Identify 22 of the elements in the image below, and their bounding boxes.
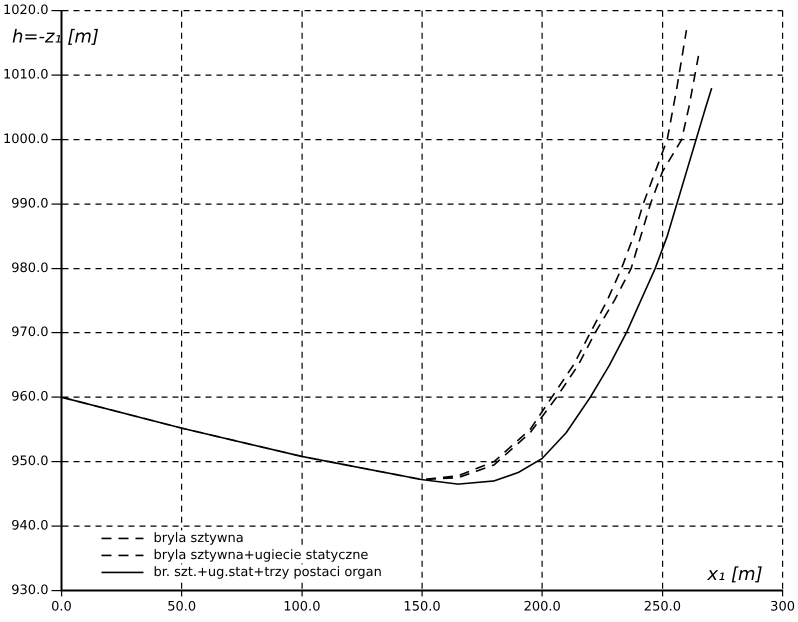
legend-label: bryla sztywna+ugiecie statyczne xyxy=(153,548,368,563)
x-tick-label: 50.0 xyxy=(167,600,196,615)
y-tick-label: 1000.0 xyxy=(2,132,48,147)
y-tick-label: 940.0 xyxy=(11,518,48,534)
y-tick-label: 960.0 xyxy=(11,390,48,405)
x-tick-label: 100.0 xyxy=(283,600,320,615)
y-tick-label: 1020.0 xyxy=(2,3,48,18)
y-tick-label: 950.0 xyxy=(11,454,48,469)
x-tick-label: 150.0 xyxy=(403,600,441,615)
legend-label: br. szt.+ug.stat+trzy postaci organ xyxy=(153,564,382,580)
y-tick-label: 970.0 xyxy=(11,325,48,340)
y-tick-label: 1010.0 xyxy=(2,68,48,83)
x-tick-label: 200.0 xyxy=(524,600,561,615)
legend-label: bryla sztywna xyxy=(153,530,244,546)
y-tick-label: 990.0 xyxy=(11,196,48,212)
x-tick-label: 0.0 xyxy=(51,600,72,615)
x-axis-title: x₁ [m] xyxy=(706,564,763,586)
y-tick-label: 980.0 xyxy=(11,260,48,276)
y-axis-title: h=-z₁ [m] xyxy=(12,26,99,48)
x-tick-label: 300 xyxy=(770,600,796,615)
y-tick-label: 930.0 xyxy=(11,582,48,598)
x-tick-label: 250.0 xyxy=(644,600,682,615)
